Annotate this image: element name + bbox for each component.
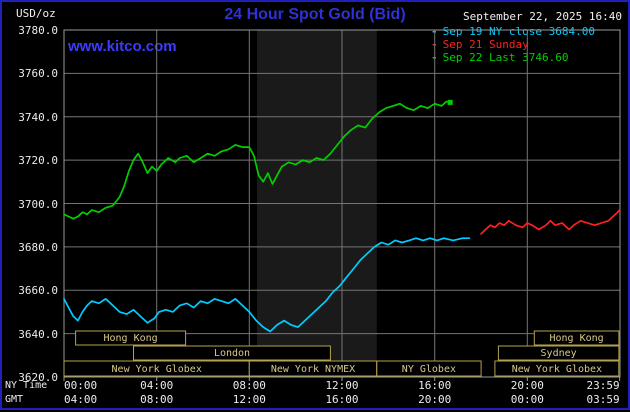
session-box — [75, 330, 187, 346]
series-sep-21-sunday — [480, 209, 621, 235]
y-axis-label: 3660.0 — [18, 284, 58, 298]
y-axis-label: 3620.0 — [18, 371, 58, 384]
chart-title: 24 Hour Spot Gold (Bid) — [224, 6, 406, 23]
session-box — [133, 345, 331, 361]
session-label: New York Globex — [512, 364, 602, 375]
x-axis-label-gmt: 00:00 — [510, 393, 544, 406]
x-axis-label-ny: 08:00 — [232, 379, 266, 392]
x-axis-label-gmt: 16:00 — [325, 393, 359, 406]
x-axis-label-ny: 16:00 — [418, 379, 452, 392]
x-axis-label-gmt: 03:59 — [586, 393, 620, 406]
x-axis-label-gmt: 12:00 — [232, 393, 266, 406]
x-axis-label-gmt: 20:00 — [418, 393, 452, 406]
series-sep-22 — [63, 100, 452, 220]
y-axis-label: 3780.0 — [18, 24, 58, 37]
legend-label: Sep 21 Sunday — [442, 38, 529, 51]
x-axis-label-ny: 00:00 — [64, 379, 98, 392]
session-label: Hong Kong — [104, 333, 158, 344]
x-axis-label-ny: 23:59 — [586, 379, 620, 392]
y-axis-label: 3740.0 — [18, 110, 58, 124]
series-sep-19-ny-close — [63, 237, 471, 333]
x-axis-label-gmt: 08:00 — [140, 393, 174, 406]
datetime-label: September 22, 2025 16:40 — [463, 10, 622, 23]
session-label: Sydney — [541, 348, 577, 359]
session-label: New York NYMEX — [271, 364, 355, 375]
session-label: Hong Kong — [550, 333, 604, 344]
session-box — [494, 360, 620, 377]
x-axis-label-gmt: 04:00 — [64, 393, 98, 406]
session-label: NY Globex — [402, 364, 456, 375]
legend-label: Sep 22 Last 3746.60 — [442, 51, 569, 64]
session-label: New York Globex — [112, 364, 202, 375]
session-label: London — [214, 348, 250, 359]
y-axis-label: 3680.0 — [18, 240, 58, 254]
x-axis-row-ny-label: NY Time — [5, 380, 48, 391]
legend-label: Sep 19 NY close 3684.00 — [442, 25, 595, 38]
session-box — [497, 345, 620, 361]
session-box — [533, 330, 620, 346]
x-axis-label-ny: 04:00 — [140, 379, 174, 392]
x-axis-row-gmt-label: GMT — [5, 394, 24, 405]
last-price-marker — [447, 99, 453, 105]
unit-label: USD/oz — [16, 7, 56, 20]
y-axis-label: 3720.0 — [18, 154, 58, 168]
x-axis-label-ny: 12:00 — [325, 379, 359, 392]
kitco-watermark-link[interactable]: www.kitco.com — [68, 38, 177, 55]
y-axis-label: 3700.0 — [18, 197, 58, 211]
x-axis-label-ny: 20:00 — [510, 379, 544, 392]
session-box — [376, 360, 482, 377]
y-axis-label: 3760.0 — [18, 67, 58, 81]
y-axis-label: 3640.0 — [18, 327, 58, 341]
